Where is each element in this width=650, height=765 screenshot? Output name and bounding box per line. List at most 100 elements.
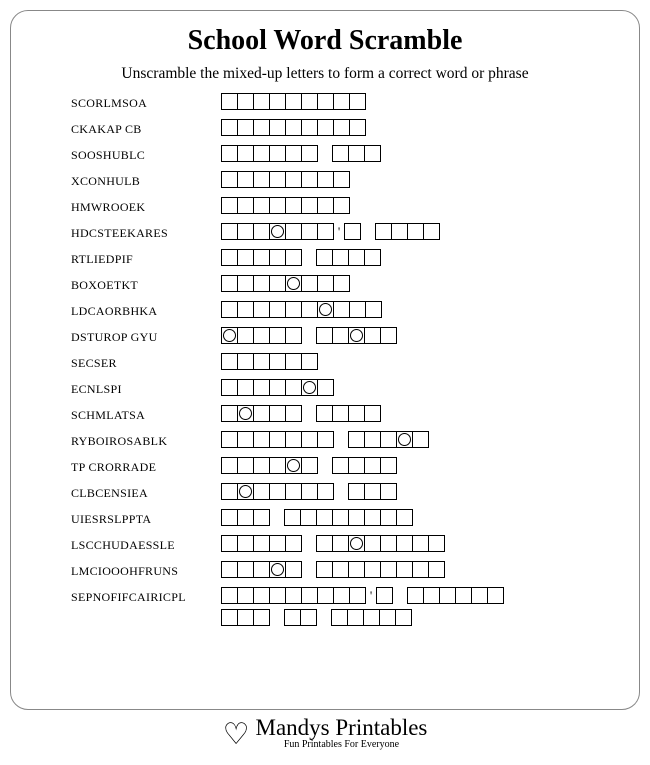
answer-box [364,327,381,344]
scrambled-word: XCONHULB [31,171,221,189]
answer-boxes-line2 [221,609,619,626]
scramble-row: BOXOETKT [31,275,619,295]
scramble-row: XCONHULB [31,171,619,191]
answer-box [301,275,318,292]
answer-box [253,431,270,448]
word-gap [393,587,407,604]
answer-box [285,431,302,448]
answer-box [237,431,254,448]
answer-box-circle [237,405,254,422]
answer-box-circle [317,301,334,318]
punctuation: ' [366,587,376,604]
answer-box [221,509,238,526]
answer-box [269,535,286,552]
answer-box-circle [237,483,254,500]
answer-box [348,431,365,448]
scramble-row: LDCAORBHKA [31,301,619,321]
answer-boxes [221,561,619,578]
answer-box [333,275,350,292]
answer-box [253,457,270,474]
scrambled-word: SCHMLATSA [31,405,221,423]
answer-box [221,301,238,318]
answer-box [253,327,270,344]
answer-box [285,249,302,266]
scrambled-word: HMWROOEK [31,197,221,215]
answer-box [333,119,350,136]
answer-box [221,431,238,448]
answer-box [317,171,334,188]
answer-box-circle [301,379,318,396]
answer-box [364,249,381,266]
answer-box [269,93,286,110]
scrambled-word: DSTUROP GYU [31,327,221,345]
answer-box [285,327,302,344]
answer-box [269,119,286,136]
answer-box [269,431,286,448]
answer-box [237,379,254,396]
answer-box [380,457,397,474]
answer-box [237,587,254,604]
answer-box-circle [396,431,413,448]
answer-box-circle [269,561,286,578]
answer-box [301,119,318,136]
answer-box [332,145,349,162]
answer-box [301,457,318,474]
answer-box [253,223,270,240]
scramble-row: RTLIEDPIF [31,249,619,269]
word-gap [317,609,331,626]
answer-box [237,249,254,266]
answer-box [221,353,238,370]
answer-box [284,509,301,526]
scrambled-word: SECSER [31,353,221,371]
answer-box [487,587,504,604]
answer-box [455,587,472,604]
answer-box [396,561,413,578]
answer-box [332,457,349,474]
answer-boxes: ' [221,587,619,626]
scramble-row: LSCCHUDAESSLE [31,535,619,555]
answer-boxes [221,431,619,448]
word-gap [270,509,284,526]
answer-box [317,197,334,214]
answer-box [301,353,318,370]
answer-box [301,171,318,188]
word-gap [302,327,316,344]
answer-box [221,171,238,188]
answer-box [412,561,429,578]
word-gap [302,405,316,422]
answer-box [317,379,334,396]
answer-box [395,609,412,626]
answer-box [349,587,366,604]
answer-box [317,223,334,240]
answer-box [375,223,392,240]
answer-boxes [221,379,619,396]
scramble-row: SECSER [31,353,619,373]
word-gap [302,561,316,578]
answer-box-circle [269,223,286,240]
answer-box [348,509,365,526]
answer-box [237,457,254,474]
answer-box [333,301,350,318]
answer-box [379,609,396,626]
answer-box [269,275,286,292]
answer-boxes [221,301,619,318]
scramble-row: ECNLSPI [31,379,619,399]
answer-box [221,457,238,474]
word-gap [270,609,284,626]
answer-box [269,457,286,474]
heart-icon: ♡ [223,720,250,750]
answer-box [221,119,238,136]
answer-boxes [221,93,619,110]
answer-box [285,535,302,552]
answer-box [221,93,238,110]
answer-box [364,535,381,552]
answer-box [316,249,333,266]
answer-box [285,301,302,318]
answer-box [221,561,238,578]
answer-box [269,353,286,370]
answer-box [301,197,318,214]
answer-boxes [221,457,619,474]
answer-box-circle [221,327,238,344]
answer-box [364,483,381,500]
word-gap [334,431,348,448]
